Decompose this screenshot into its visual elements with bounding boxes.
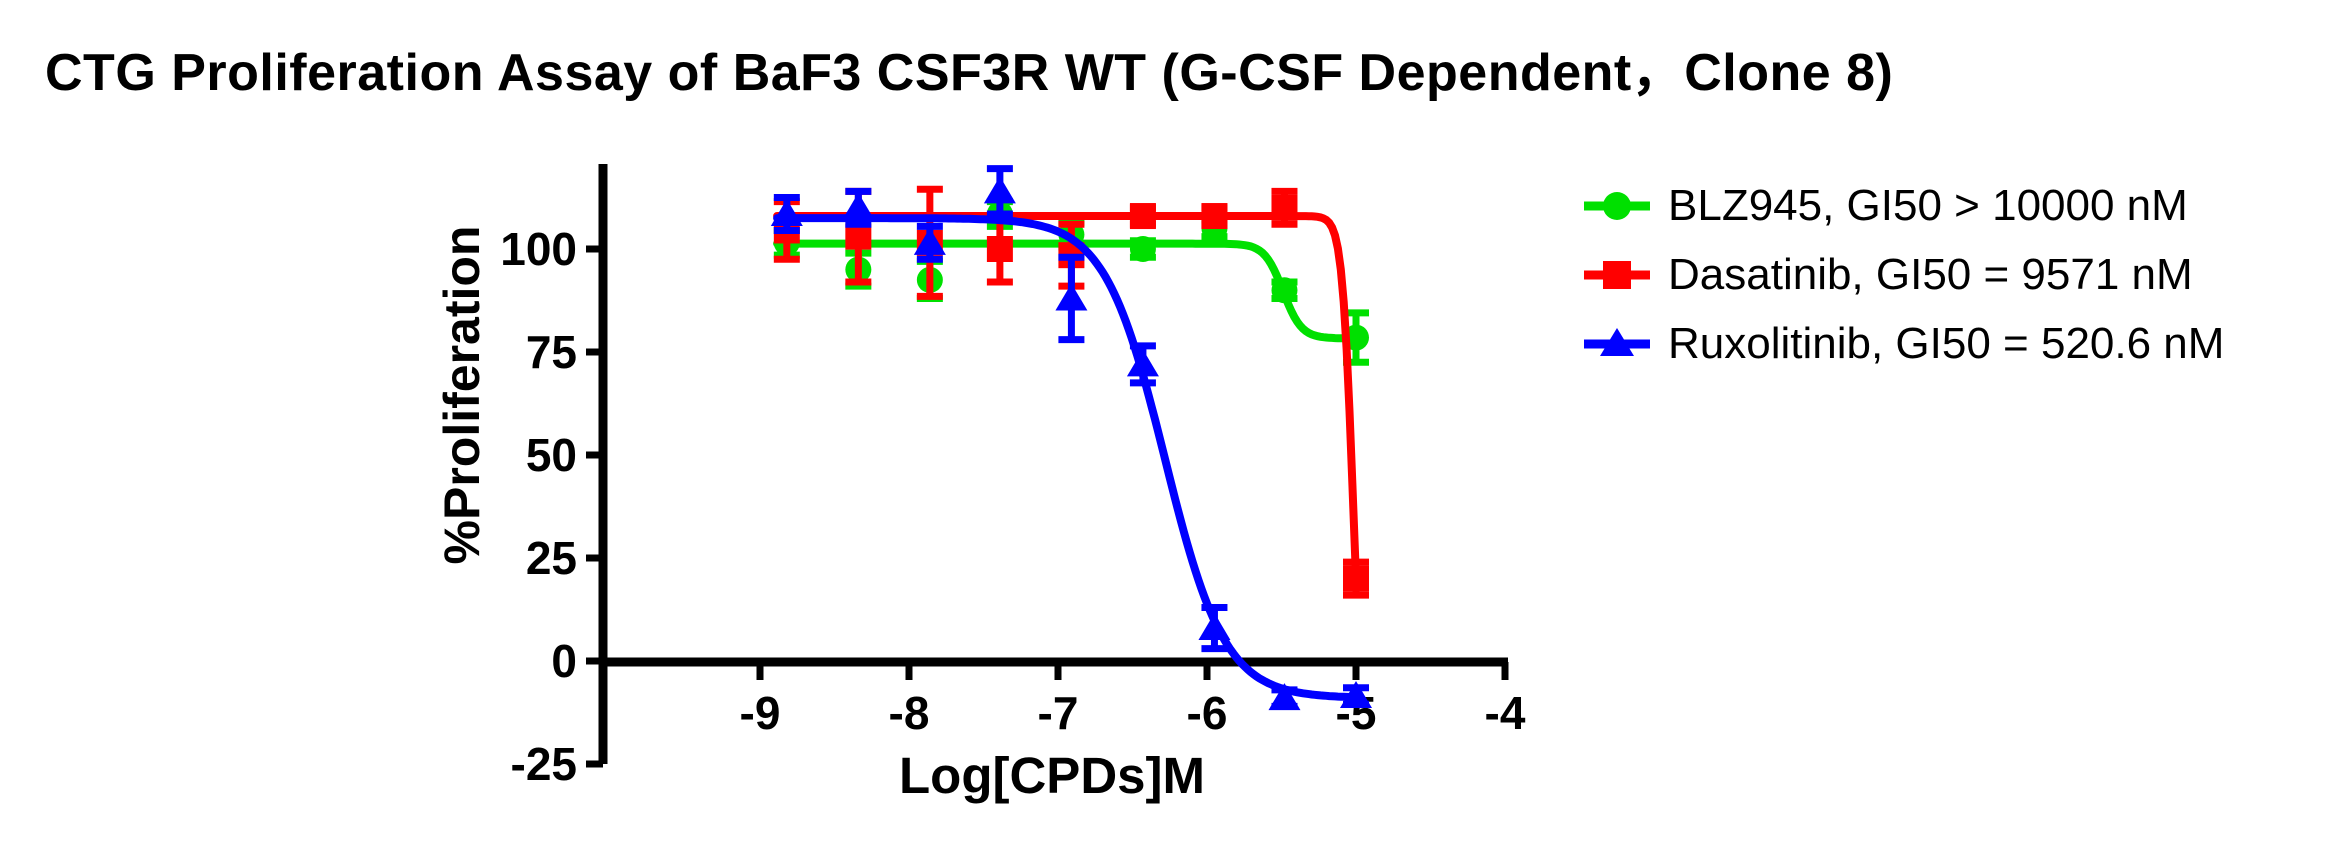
figure-title: CTG Proliferation Assay of BaF3 CSF3R WT…: [45, 44, 1894, 102]
x-tick-label: -9: [740, 687, 781, 739]
y-tick-label: -25: [511, 738, 577, 790]
x-tick-label: -7: [1038, 687, 1079, 739]
legend-label: Dasatinib, GI50 = 9571 nM: [1668, 249, 2193, 299]
data-point: [1271, 277, 1298, 304]
legend-label: BLZ945, GI50 > 10000 nM: [1668, 180, 2188, 230]
x-tick-label: -6: [1187, 687, 1228, 739]
data-point: [842, 192, 875, 220]
y-tick-label: 100: [500, 223, 577, 275]
data-point: [770, 198, 803, 226]
data-point: [986, 236, 1013, 262]
y-tick-label: 50: [526, 429, 577, 481]
legend-item-blz945: BLZ945, GI50 > 10000 nM: [1582, 171, 2224, 240]
y-tick-label: 25: [526, 532, 577, 584]
legend: BLZ945, GI50 > 10000 nM Dasatinib, GI50 …: [1582, 171, 2224, 378]
legend-marker-triangle-icon: [1584, 327, 1650, 356]
legend-square-glyph: [1603, 260, 1631, 289]
legend-triangle-glyph: [1600, 327, 1634, 356]
data-point: [1268, 683, 1301, 711]
data-point: [1129, 203, 1156, 230]
legend-circle-glyph: [1603, 191, 1631, 220]
x-axis-title: Log[CPDs]M: [899, 747, 1205, 804]
y-axis-title: %Proliferation: [434, 225, 490, 565]
legend-item-ruxolitinib: Ruxolitinib, GI50 = 520.6 nM: [1582, 309, 2224, 378]
y-tick-label: 0: [551, 635, 577, 687]
legend-marker-circle-icon: [1584, 191, 1650, 220]
data-point: [913, 227, 946, 255]
series-ruxolitinib: [770, 165, 1372, 711]
data-point: [1055, 283, 1088, 311]
data-point: [1198, 613, 1231, 641]
legend-label: Ruxolitinib, GI50 = 520.6 nM: [1668, 318, 2225, 368]
data-point: [1201, 203, 1228, 230]
fit-curve: [773, 214, 1360, 702]
legend-marker-square-icon: [1584, 260, 1650, 289]
legend-item-dasatinib: Dasatinib, GI50 = 9571 nM: [1582, 240, 2224, 309]
x-tick-label: -8: [889, 687, 930, 739]
data-point: [983, 176, 1016, 204]
data-point: [1129, 236, 1156, 262]
data-point: [1340, 681, 1372, 709]
data-point: [1126, 349, 1159, 377]
x-tick-label: -4: [1485, 687, 1526, 739]
data-point: [1271, 194, 1298, 221]
data-point: [1343, 565, 1369, 592]
y-tick-label: 75: [526, 326, 577, 378]
data-point: [845, 223, 872, 250]
